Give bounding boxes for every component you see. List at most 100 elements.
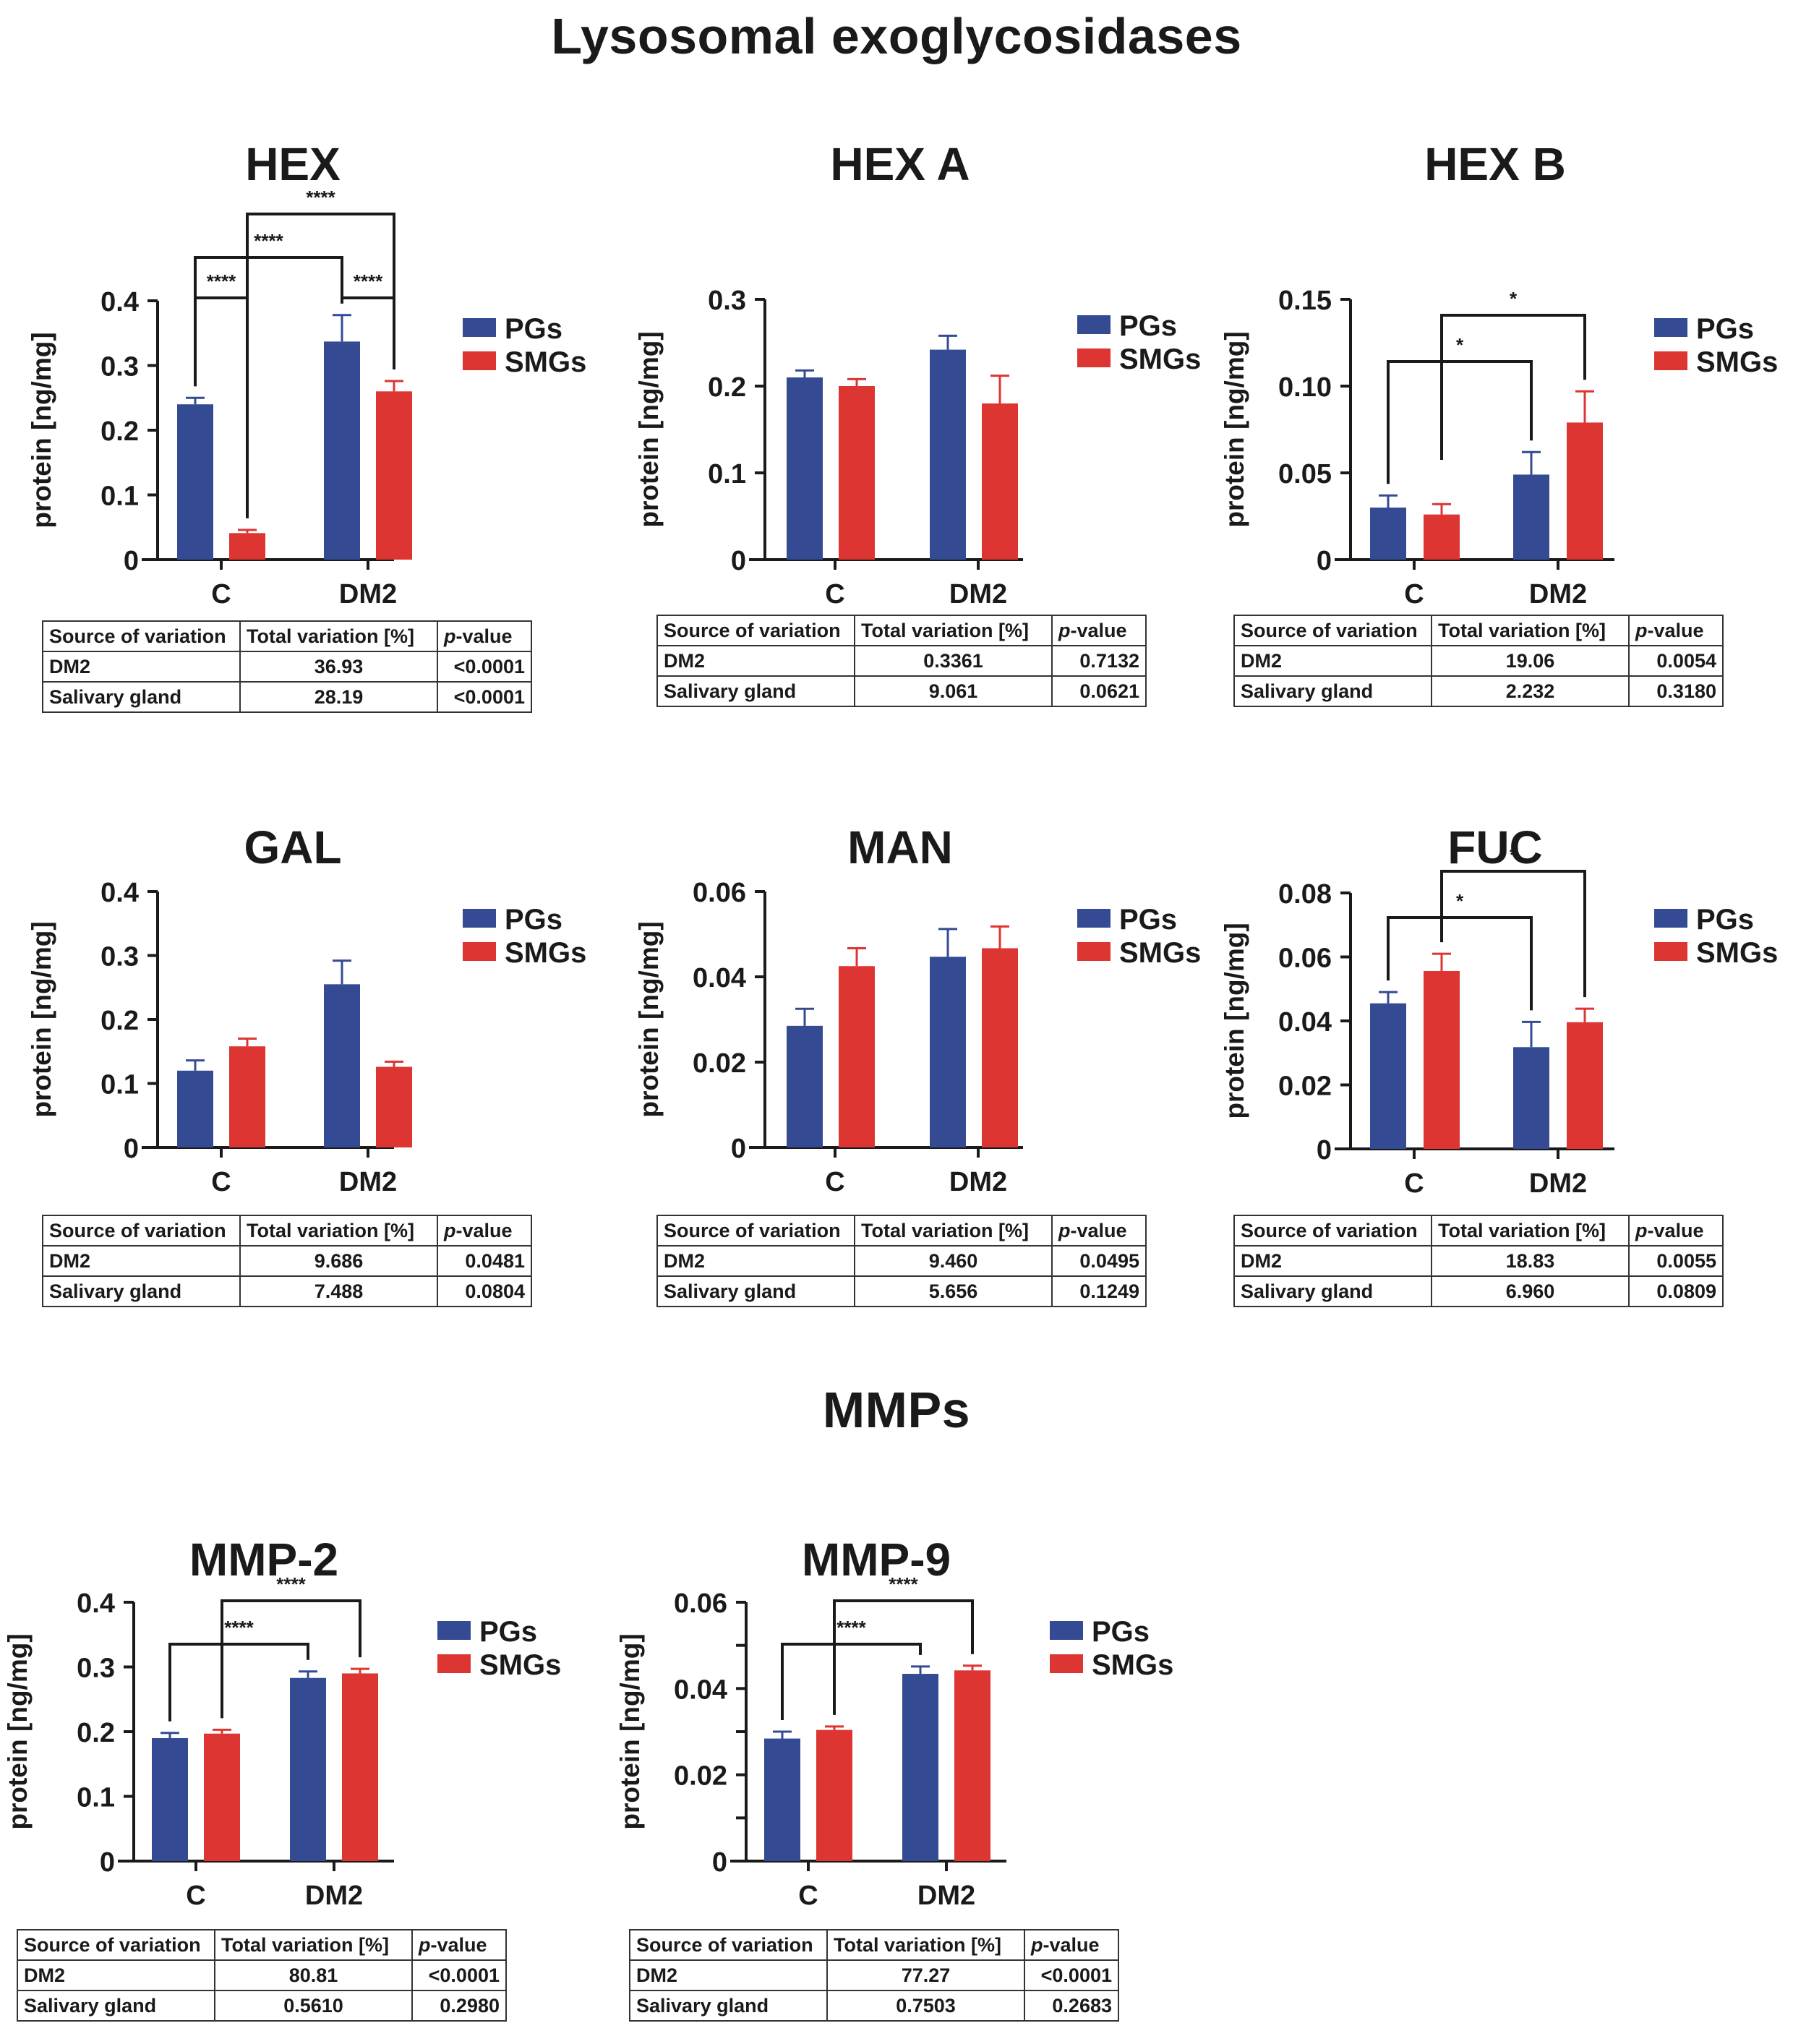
y-tick-label: 0.4: [100, 878, 139, 908]
cell-p-value: 0.0495: [1051, 1245, 1147, 1277]
legend-label: SMGs: [479, 1649, 561, 1681]
chart-panel-man: MAN 0 0.02 0.04 0.06 protein [ng/mg] C DM2 PGs SM…: [615, 792, 1222, 1312]
x-category-label: DM2: [949, 1167, 1007, 1197]
significance-label: ****: [889, 1573, 918, 1595]
significance-label: *: [1456, 334, 1464, 356]
cell-total-variation: 2.232: [1431, 675, 1630, 707]
header-total-variation: Total variation [%]: [239, 620, 438, 652]
table-row: DM2 19.06 0.0054: [1233, 645, 1724, 677]
header-total-variation: Total variation [%]: [239, 1215, 438, 1247]
cell-p-value: <0.0001: [437, 651, 532, 683]
bar-smgs-dm2: [376, 391, 412, 560]
y-tick-label: 0: [1317, 1135, 1332, 1166]
stats-table: Source of variation Total variation [%] p-…: [42, 620, 532, 713]
cell-p-value: <0.0001: [437, 681, 532, 713]
header-p-value: p-value: [1051, 615, 1147, 646]
bar-smgs-c: [839, 966, 875, 1147]
p-italic: p: [1635, 620, 1648, 641]
chart-panel-hexb: HEX B 0 0.05 0.10 0.15 protein [ng/mg] C DM2 * * P…: [1191, 108, 1793, 707]
y-axis-title: protein [ng/mg]: [3, 1633, 33, 1829]
significance-bracket: [833, 1599, 974, 1715]
cell-source: DM2: [42, 651, 241, 683]
bar-smgs-dm2: [982, 948, 1018, 1147]
x-category-label: DM2: [949, 579, 1007, 610]
y-axis-title: protein [ng/mg]: [27, 332, 56, 528]
legend-swatch-pgs: [437, 1621, 471, 1640]
header-p-value: p-value: [411, 1929, 507, 1961]
bar-pgs-dm2: [902, 1674, 938, 1861]
cell-p-value: 0.0809: [1628, 1275, 1724, 1307]
y-tick-label: 0.02: [693, 1048, 746, 1079]
legend-label: PGs: [1696, 904, 1754, 936]
bar-pgs-dm2: [1513, 474, 1549, 560]
bar-smgs-dm2: [982, 403, 1018, 560]
y-axis-title: protein [ng/mg]: [27, 921, 56, 1117]
significance-label: ****: [306, 187, 335, 208]
cell-total-variation: 80.81: [214, 1959, 413, 1991]
significance-bracket: [781, 1643, 922, 1720]
header-source: Source of variation: [1233, 1215, 1432, 1247]
bar-smgs-dm2: [342, 1673, 378, 1861]
y-tick-label: 0.4: [77, 1588, 115, 1619]
header-p-value: p-value: [437, 620, 532, 652]
p-rest: -value: [455, 625, 513, 647]
cell-total-variation: 9.061: [854, 675, 1053, 707]
bar-chart-mmp9: 0 0.02 0.04 0.06 protein [ng/mg] C DM2 **** ****…: [615, 1573, 1173, 1911]
cell-source: Salivary gland: [17, 1990, 215, 2022]
p-rest: -value: [455, 1220, 513, 1241]
chart-title: MAN: [847, 821, 953, 873]
significance-label: *: [1510, 288, 1518, 309]
x-category-label: C: [798, 1881, 818, 1911]
header-source: Source of variation: [656, 1215, 855, 1247]
bar-pgs-c: [177, 404, 213, 560]
table-row: Salivary gland 2.232 0.3180: [1233, 675, 1724, 707]
bar-pgs-dm2: [1513, 1047, 1549, 1149]
cell-p-value: 0.2980: [411, 1990, 507, 2022]
y-tick-label: 0.04: [1278, 1007, 1332, 1038]
y-axis-title: protein [ng/mg]: [634, 331, 664, 527]
legend-swatch-pgs: [1654, 318, 1687, 337]
header-total-variation: Total variation [%]: [854, 1215, 1053, 1247]
header-source: Source of variation: [42, 1215, 241, 1247]
chart-title: HEX B: [1424, 138, 1566, 190]
significance-label: ****: [276, 1573, 306, 1595]
bar-pgs-c: [1370, 1003, 1406, 1149]
section-title-mmps: MMPs: [822, 1382, 971, 1438]
legend-swatch-smgs: [1077, 942, 1111, 961]
x-category-label: C: [825, 1167, 844, 1197]
stats-table: Source of variation Total variation [%] p-…: [1233, 1215, 1724, 1307]
y-axis-title: protein [ng/mg]: [1220, 331, 1249, 527]
table-row: Salivary gland 5.656 0.1249: [656, 1275, 1147, 1307]
y-tick-label: 0: [124, 546, 139, 576]
bar-chart-mmp2: 0 0.1 0.2 0.3 0.4 protein [ng/mg] C DM2 **** ****…: [3, 1573, 561, 1911]
cell-source: DM2: [1233, 1245, 1432, 1277]
y-tick-label: 0.3: [100, 942, 139, 972]
legend-label: SMGs: [505, 346, 586, 378]
bar-pgs-dm2: [930, 957, 966, 1147]
significance-bracket: [1387, 916, 1533, 1011]
bar-pgs-dm2: [324, 341, 360, 560]
legend-swatch-smgs: [463, 351, 496, 370]
table-header-row: Source of variation Total variation [%] p-…: [42, 1215, 532, 1247]
bar-pgs-dm2: [324, 984, 360, 1147]
bar-pgs-c: [787, 1025, 823, 1147]
legend-label: SMGs: [1119, 937, 1201, 969]
header-p-value: p-value: [1024, 1929, 1119, 1961]
chart-panel-hex: HEX 0 0.1 0.2 0.3 0.4 protein [ng/mg] C DM2 **** *…: [0, 108, 607, 713]
significance-bracket: [1440, 314, 1586, 460]
legend-label: SMGs: [1696, 937, 1778, 969]
chart-panel-mmp2: MMP-2 0 0.1 0.2 0.3 0.4 protein [ng/mg] C DM2 ***…: [0, 1504, 582, 2024]
p-rest: -value: [430, 1934, 487, 1956]
section-title-lysosomal: Lysosomal exoglycosidases: [551, 8, 1242, 64]
chart-title: HEX: [245, 138, 341, 190]
cell-source: Salivary gland: [656, 1275, 855, 1307]
bar-pgs-c: [177, 1070, 213, 1147]
chart-panel-fuc: FUC 0 0.02 0.04 0.06 0.08 protein [ng/mg] C DM2 *…: [1191, 792, 1793, 1312]
bar-chart-hexb: 0 0.05 0.10 0.15 protein [ng/mg] C DM2 * * PGsSMG…: [1220, 286, 1778, 610]
significance-label: ****: [207, 270, 236, 292]
header-total-variation: Total variation [%]: [214, 1929, 413, 1961]
cell-source: DM2: [656, 1245, 855, 1277]
table-row: Salivary gland 6.960 0.0809: [1233, 1275, 1724, 1307]
cell-total-variation: 5.656: [854, 1275, 1053, 1307]
